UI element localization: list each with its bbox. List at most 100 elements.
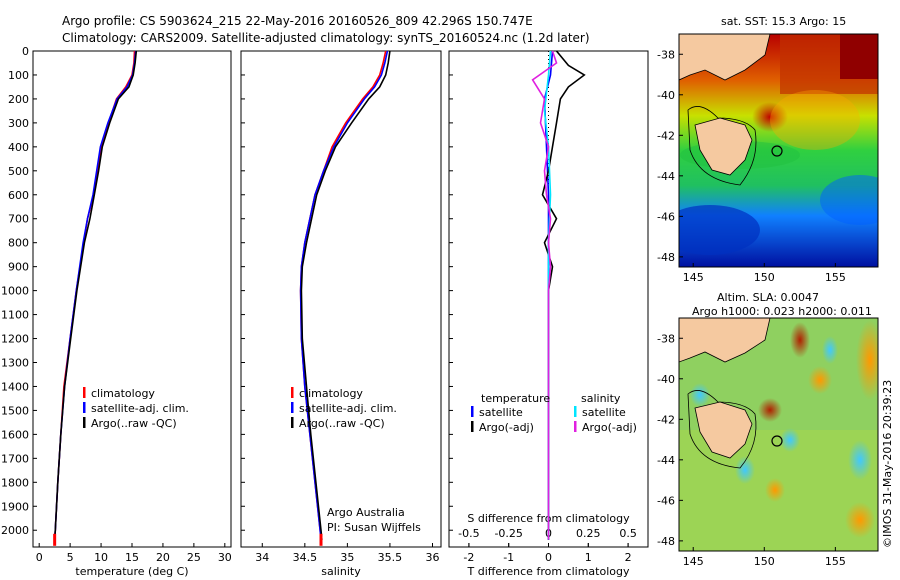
legend-swatch bbox=[291, 387, 294, 398]
y-tick-label: 2000 bbox=[1, 524, 29, 537]
map-y-tick-label: -42 bbox=[657, 413, 675, 426]
x-tick-label: 15 bbox=[125, 551, 139, 564]
x-tick-label: 36 bbox=[425, 551, 439, 564]
legend-swatch bbox=[83, 417, 86, 428]
series-end-marker bbox=[53, 533, 57, 546]
argo-marker-icon bbox=[771, 145, 783, 157]
y-tick-label: 200 bbox=[8, 93, 29, 106]
x-tick-label: 20 bbox=[156, 551, 170, 564]
legend-label: climatology bbox=[299, 387, 363, 400]
y-tick-label: 300 bbox=[8, 117, 29, 130]
map-x-tick-label: 145 bbox=[683, 271, 704, 284]
map-y-tick-label: -46 bbox=[657, 210, 675, 223]
series-line bbox=[53, 50, 138, 540]
legend-title: salinity bbox=[581, 392, 621, 405]
legend-swatch bbox=[291, 417, 294, 428]
y-tick-label: 1300 bbox=[1, 356, 29, 369]
y-tick-label: 600 bbox=[8, 189, 29, 202]
map-y-tick-label: -42 bbox=[657, 129, 675, 142]
top-tick-label: 0.5 bbox=[619, 527, 637, 540]
top-tick-label: -0.5 bbox=[458, 527, 479, 540]
temperature-panel: 0 5 10 15 20 25 30 temperature (deg C) 0 100 200 30… bbox=[1, 45, 232, 578]
map-x-tick-label: 145 bbox=[683, 555, 704, 568]
x-tick-label: 0 bbox=[36, 551, 43, 564]
map-y-tick-label: -38 bbox=[657, 332, 675, 345]
series-line bbox=[300, 50, 391, 540]
legend-swatch bbox=[471, 421, 474, 432]
x-tick-label: 2 bbox=[625, 551, 632, 564]
y-tick-label: 0 bbox=[22, 45, 29, 58]
legend-label: Argo(..raw -QC) bbox=[91, 417, 177, 430]
x-axis-label: salinity bbox=[321, 565, 361, 578]
legend-label: Argo(-adj) bbox=[582, 421, 637, 434]
sst-map-image bbox=[679, 34, 878, 267]
map-y-tick-label: -48 bbox=[657, 535, 675, 548]
map-x-tick-label: 150 bbox=[754, 271, 775, 284]
y-tick-label: 800 bbox=[8, 237, 29, 250]
map-y-tick-label: -48 bbox=[657, 251, 675, 264]
y-tick-label: 1700 bbox=[1, 452, 29, 465]
legend-label: Argo(-adj) bbox=[479, 421, 534, 434]
map-x-tick-label: 150 bbox=[754, 555, 775, 568]
x-tick-label: -1 bbox=[503, 551, 514, 564]
x-axis-label: temperature (deg C) bbox=[75, 565, 188, 578]
map-y-tick-label: -38 bbox=[657, 48, 675, 61]
x-tick-label: 35 bbox=[340, 551, 354, 564]
x-tick-label: 1 bbox=[585, 551, 592, 564]
legend-swatch bbox=[471, 406, 474, 417]
x-tick-label: 10 bbox=[94, 551, 108, 564]
top-tick-label: 0.25 bbox=[576, 527, 601, 540]
y-tick-label: 100 bbox=[8, 69, 29, 82]
y-tick-label: 1800 bbox=[1, 476, 29, 489]
legend-label: satellite-adj. clim. bbox=[91, 402, 189, 415]
x-tick-label: 0 bbox=[545, 551, 552, 564]
header-line1: Argo profile: CS 5903624_215 22-May-2016… bbox=[62, 14, 533, 28]
header-line2: Climatology: CARS2009. Satellite-adjuste… bbox=[62, 31, 590, 45]
argo-marker-icon bbox=[771, 435, 783, 447]
sst-map-title: sat. SST: 15.3 Argo: 15 bbox=[721, 15, 846, 28]
y-tick-label: 1100 bbox=[1, 309, 29, 322]
y-tick-label: 1200 bbox=[1, 333, 29, 346]
sla-map-image bbox=[679, 318, 878, 551]
legend-swatch bbox=[574, 421, 577, 432]
legend-label: climatology bbox=[91, 387, 155, 400]
imos-watermark: ©IMOS 31-May-2016 20:39:23 bbox=[881, 380, 894, 548]
y-tick-label: 1500 bbox=[1, 404, 29, 417]
legend-label: satellite-adj. clim. bbox=[299, 402, 397, 415]
series-line bbox=[531, 50, 558, 540]
y-tick-label: 1000 bbox=[1, 285, 29, 298]
x-axis-label: T difference from climatology bbox=[467, 565, 630, 578]
sla-map-title-line2: Argo h1000: 0.023 h2000: 0.011 bbox=[692, 305, 872, 318]
top-tick-label: -0.25 bbox=[494, 527, 522, 540]
series-end-marker bbox=[319, 533, 323, 546]
plot-frame bbox=[32, 50, 232, 548]
sla-map-title-line1: Altim. SLA: 0.0047 bbox=[717, 291, 819, 304]
legend-swatch bbox=[291, 402, 294, 413]
x-tick-label: 34.5 bbox=[293, 551, 318, 564]
map-y-tick-label: -40 bbox=[657, 373, 675, 386]
y-tick-label: 500 bbox=[8, 165, 29, 178]
legend-label: satellite bbox=[479, 406, 523, 419]
credit-pi: PI: Susan Wijffels bbox=[327, 521, 421, 534]
map-y-tick-label: -44 bbox=[657, 454, 675, 467]
legend-label: Argo(..raw -QC) bbox=[299, 417, 385, 430]
map-y-tick-label: -44 bbox=[657, 170, 675, 183]
plot-frame bbox=[240, 50, 442, 548]
map-x-tick-label: 155 bbox=[825, 271, 846, 284]
x-tick-label: 34 bbox=[255, 551, 269, 564]
legend-title: temperature bbox=[481, 392, 550, 405]
y-tick-label: 900 bbox=[8, 261, 29, 274]
map-y-tick-label: -46 bbox=[657, 494, 675, 507]
x-tick-label: 5 bbox=[67, 551, 74, 564]
y-tick-label: 1400 bbox=[1, 380, 29, 393]
y-tick-label: 400 bbox=[8, 141, 29, 154]
legend-swatch bbox=[83, 402, 86, 413]
legend-swatch bbox=[574, 406, 577, 417]
legend-label: satellite bbox=[582, 406, 626, 419]
x-tick-label: -2 bbox=[463, 551, 474, 564]
x-tick-label: 30 bbox=[218, 551, 232, 564]
map-y-tick-label: -40 bbox=[657, 89, 675, 102]
y-tick-label: 1900 bbox=[1, 500, 29, 513]
